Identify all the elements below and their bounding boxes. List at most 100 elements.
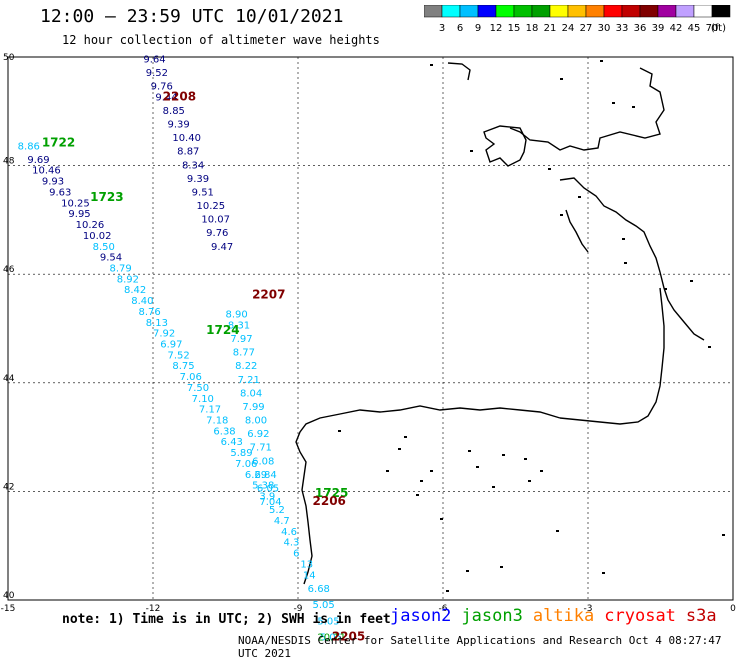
wave-height-altimeter: 8.04 [240,388,262,399]
coast-fragment [430,470,433,472]
coast-fragment [420,480,423,482]
legend-label: 12 [490,23,503,34]
wave-height-altimeter: 6.05 [257,483,279,494]
wave-height-jason2: 8.85 [163,106,185,117]
wave-height-altimeter: 7.99 [242,402,264,413]
pass-label: 1723 [90,190,123,204]
x-tick-label: -12 [146,604,161,614]
wave-height-altimeter: 7.18 [206,416,228,427]
wave-height-jason2: 10.26 [76,220,105,231]
coast-fragment [528,480,531,482]
wave-height-altimeter: 4.6 [281,527,297,538]
coast-fragment [632,106,635,108]
wave-height-altimeter: 8.31 [228,321,250,332]
coast-fragment [404,436,407,438]
satellite-legend: jason2 jason3 altika cryosat s3a [390,606,727,626]
x-tick-label: -15 [1,604,16,614]
coast-fragment [690,280,693,282]
wave-height-altimeter: 8.75 [172,361,194,372]
wave-height-altimeter: 6.08 [252,456,274,467]
coastline [559,177,705,341]
wave-height-altimeter: 8.42 [124,285,146,296]
legend-label: 39 [652,23,665,34]
legend-label: 24 [562,23,575,34]
pass-label: 1722 [42,136,75,150]
y-tick-label: 48 [3,157,15,167]
wave-height-altimeter: 8.90 [226,310,248,321]
wave-height-altimeter: 6.68 [308,584,330,595]
wave-height-altimeter: 8.76 [139,307,161,318]
wave-height-altimeter: 5.05 [317,616,339,627]
coast-fragment [540,470,543,472]
coastline [295,405,561,585]
legend-label: 42 [670,23,683,34]
coast-fragment [398,448,401,450]
coast-fragment [624,262,627,264]
coast-fragment [440,518,443,520]
wave-height-altimeter: 3.9 [259,492,275,503]
legend-label: 18 [526,23,539,34]
legend-label: 9 [475,23,481,34]
y-tick-label: 50 [3,53,15,63]
x-tick-label: -9 [294,604,303,614]
wave-height-altimeter: 5.89 [230,448,252,459]
coastline [447,62,471,81]
wave-height-jason2: 10.25 [197,201,226,212]
wave-height-jason3: 20.11 [317,633,346,644]
wave-height-jason2: 9.76 [151,82,173,93]
coast-fragment [556,530,559,532]
wave-height-altimeter: 6.38 [213,426,235,437]
wave-height-altimeter: 8.00 [245,416,267,427]
wave-height-jason2: 8.34 [182,160,204,171]
y-tick-label: 44 [3,374,15,384]
wave-height-jason2: 9.63 [49,187,71,198]
coast-fragment [502,454,505,456]
pass-label: 2205 [332,630,365,644]
legend-label: 36 [634,23,647,34]
coast-fragment [430,64,433,66]
wave-height-altimeter: 7.21 [238,375,260,386]
wave-height-jason2: 10.02 [83,231,112,242]
coast-fragment [338,430,341,432]
wave-height-altimeter: 8.79 [110,263,132,274]
wave-height-altimeter: 6.84 [255,470,277,481]
wave-height-altimeter: 7.10 [192,394,214,405]
satellite-cryosat: cryosat [604,606,676,626]
wave-height-altimeter: 7.17 [199,405,221,416]
wave-height-altimeter: 8.22 [235,361,257,372]
wave-height-jason2: 9.51 [192,187,214,198]
pass-label: 1724 [206,323,239,337]
wave-height-altimeter: 8.77 [233,348,255,359]
coastline [559,287,665,425]
wave-height-jason2: 9.39 [168,120,190,131]
satellite-jason2: jason2 [390,606,452,626]
legend-swatches: 3 6 9 12 15 18 21 24 27 30 33 36 39 42 45 70(ft) [423,4,731,34]
coast-fragment [560,78,563,80]
wave-height-altimeter: 7.50 [187,383,209,394]
wave-height-altimeter: 8.40 [131,296,153,307]
wave-height-jason2: 8.87 [177,147,199,158]
x-tick-label: -3 [584,604,593,614]
color-legend: 3 6 9 12 15 18 21 24 27 30 33 36 39 42 45 70 (ft) [423,4,734,39]
legend-label: 3 [439,23,445,34]
wave-height-jason2: 10.40 [172,133,201,144]
wave-height-altimeter: 7.97 [230,334,252,345]
wave-height-altimeter: 4.3 [284,538,300,549]
legend-label: 6 [457,23,463,34]
y-tick-label: 40 [3,591,15,601]
x-tick-label: -6 [439,604,448,614]
satellite-s3a: s3a [685,606,717,626]
legend-label: 33 [616,23,629,34]
wave-height-jason2: 9.47 [211,242,233,253]
coast-fragment [446,590,449,592]
wave-height-altimeter: 8.92 [117,274,139,285]
legend-label: 21 [544,23,557,34]
wave-height-jason2: 10.25 [61,198,90,209]
x-tick-label: 0 [730,604,736,614]
legend-swatch [711,4,731,18]
coast-fragment [500,566,503,568]
pass-label: 2208 [163,89,196,103]
wave-height-altimeter: 5.2 [269,505,285,516]
coastline [483,125,527,167]
